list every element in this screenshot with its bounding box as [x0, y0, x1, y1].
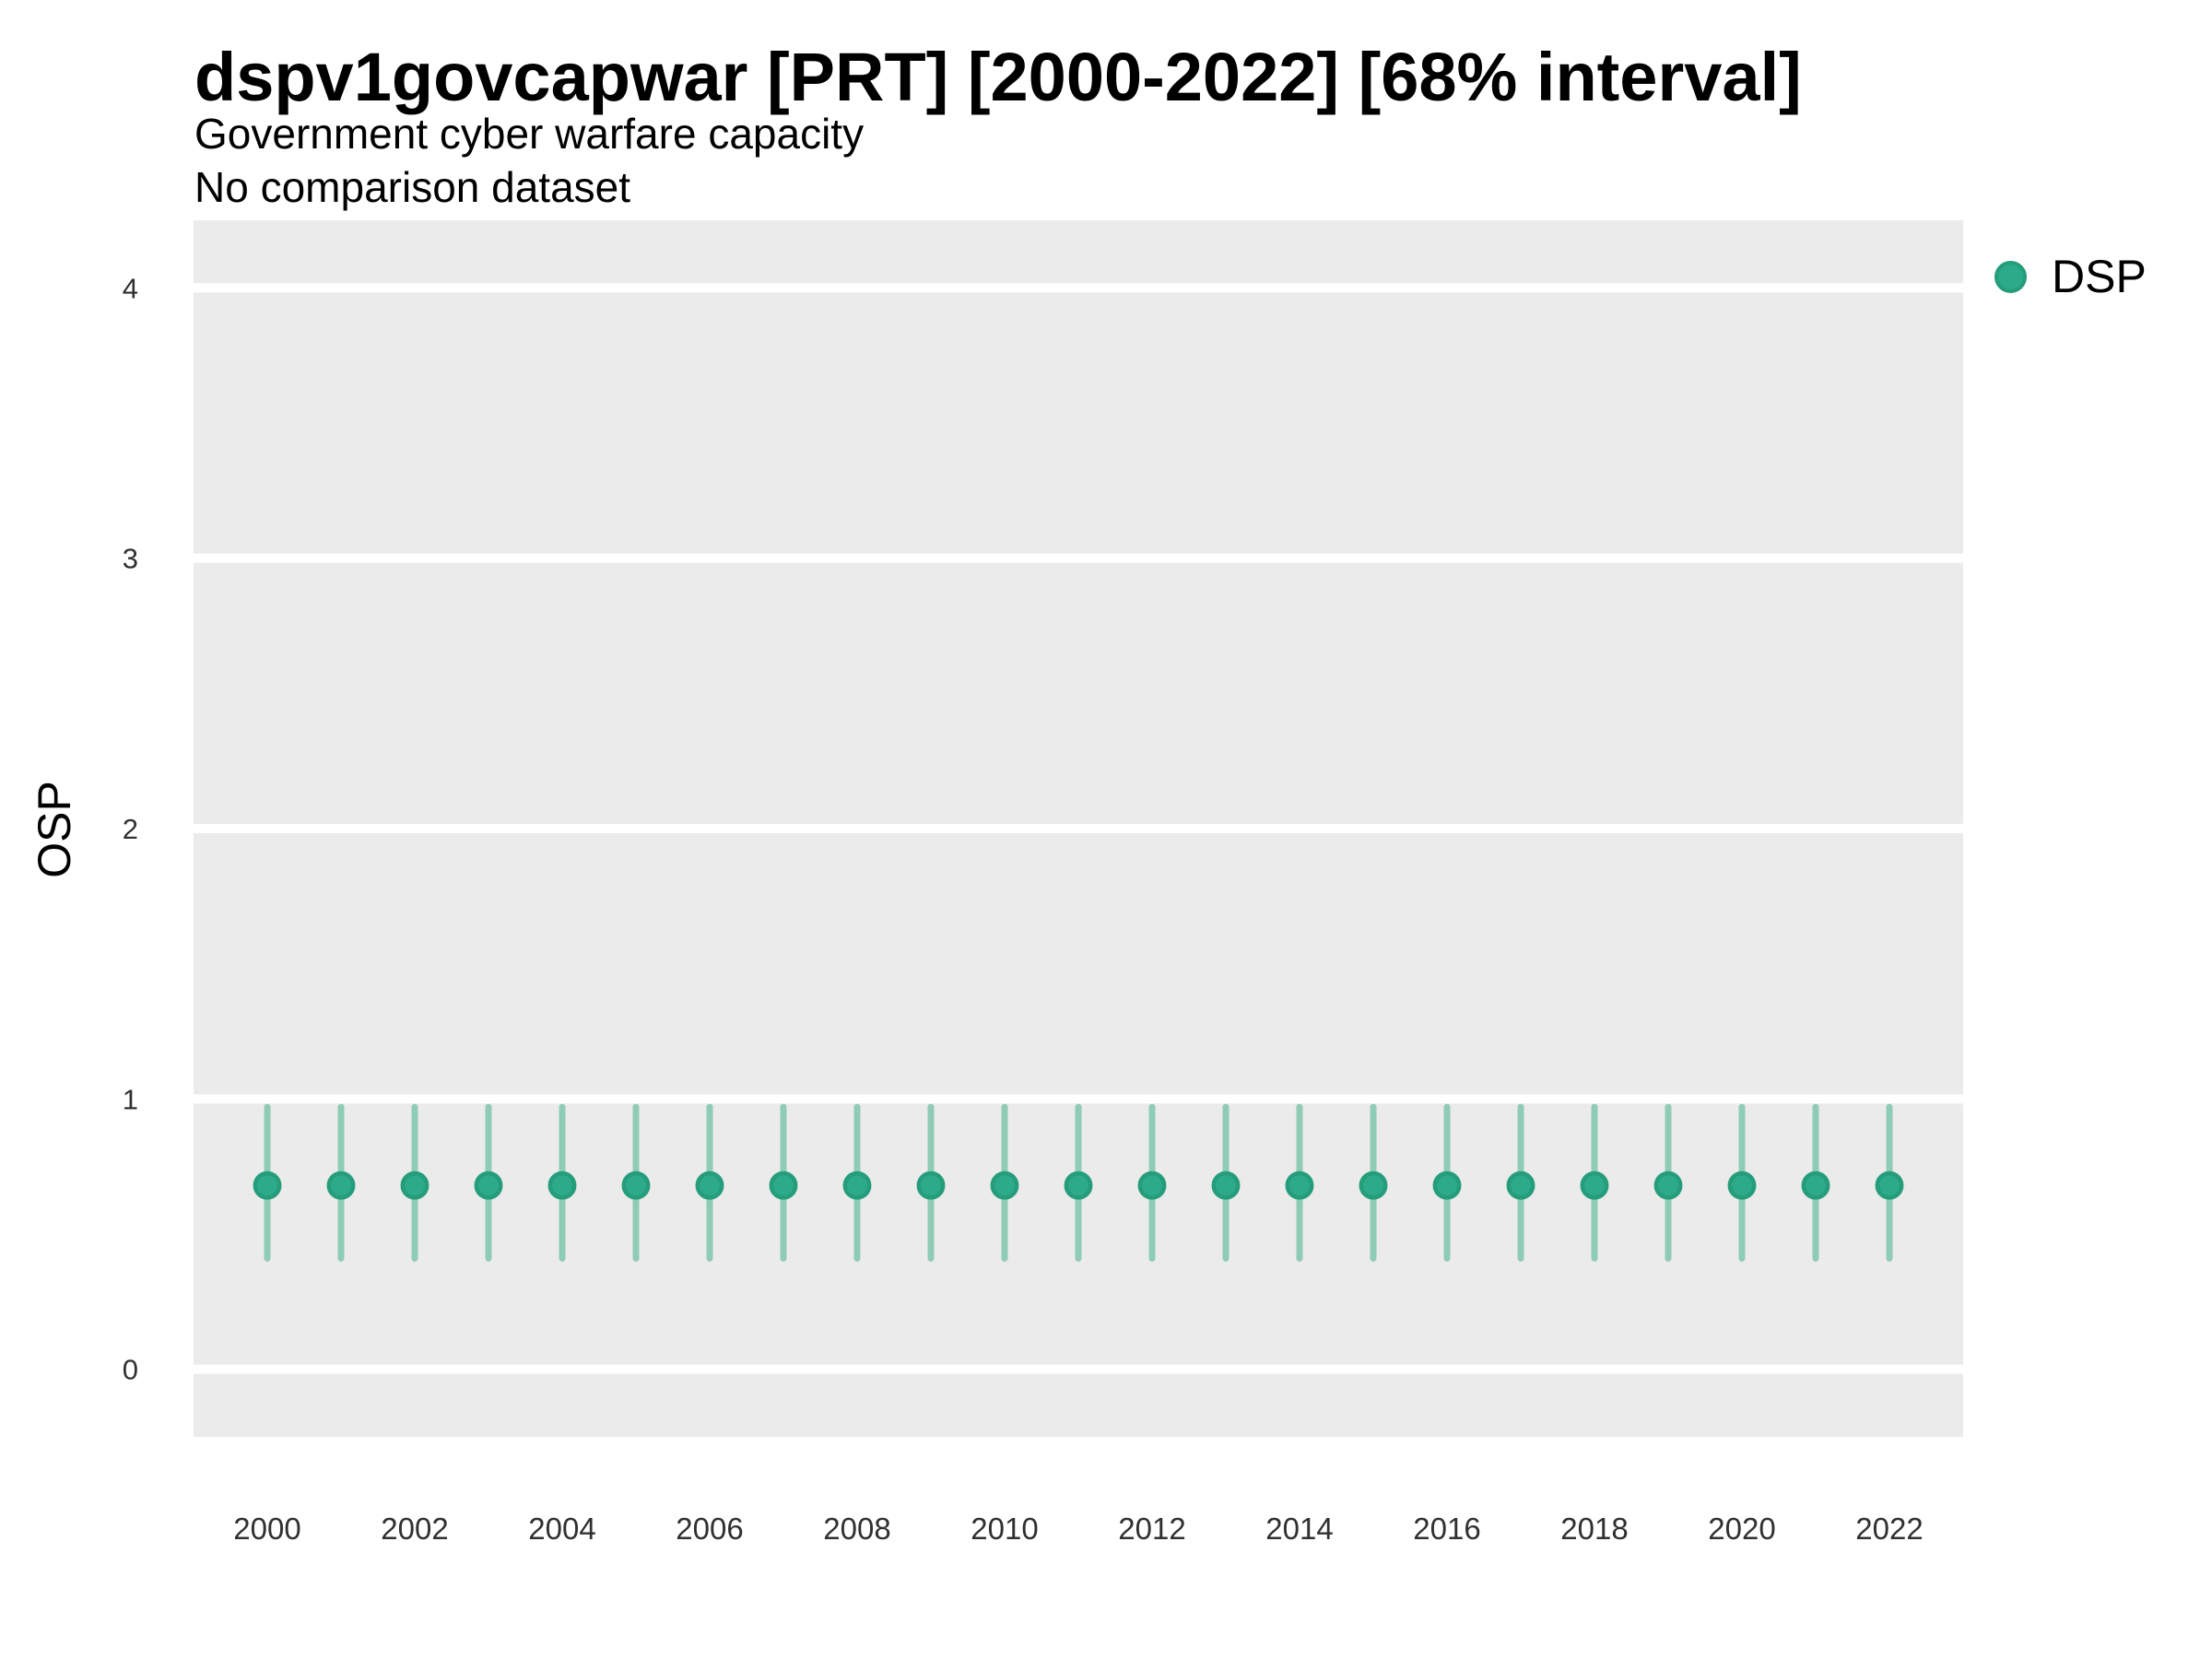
legend: DSP: [1994, 253, 2147, 300]
plot-subtitle: Government cyber warfare capacity: [194, 110, 865, 158]
x-tick-label-2022: 2022: [1855, 1512, 1923, 1546]
x-tick-label-2020: 2020: [1708, 1512, 1775, 1546]
data-point-2018: [1580, 1171, 1609, 1200]
x-tick-label-2010: 2010: [971, 1512, 1038, 1546]
data-point-2016: [1432, 1171, 1462, 1200]
y-tick-label-3: 3: [123, 543, 138, 575]
data-point-2009: [916, 1171, 946, 1200]
data-point-2000: [253, 1171, 282, 1200]
plot-note: No comparison dataset: [194, 163, 631, 211]
y-axis-title: OSP: [29, 781, 80, 878]
data-point-2005: [621, 1171, 651, 1200]
y-tick-label-4: 4: [123, 272, 138, 304]
y-tick-label-2: 2: [123, 813, 138, 845]
data-point-2014: [1285, 1171, 1314, 1200]
data-point-2008: [842, 1171, 872, 1200]
data-point-2004: [547, 1171, 577, 1200]
data-point-2021: [1801, 1171, 1830, 1200]
page-title: dspv1govcapwar [PRT] [2000-2022] [68% in…: [194, 39, 1802, 115]
data-point-2019: [1653, 1171, 1683, 1200]
legend-circle-icon: [1994, 260, 2027, 293]
y-tick-label-1: 1: [123, 1083, 138, 1115]
data-point-2015: [1359, 1171, 1388, 1200]
data-point-2010: [990, 1171, 1019, 1200]
data-point-2003: [474, 1171, 503, 1200]
legend-label: DSP: [2052, 251, 2147, 302]
data-point-2022: [1875, 1171, 1904, 1200]
data-point-2020: [1727, 1171, 1757, 1200]
data-point-2012: [1137, 1171, 1167, 1200]
data-point-2002: [400, 1171, 429, 1200]
data-point-2017: [1506, 1171, 1535, 1200]
x-tick-label-2002: 2002: [381, 1512, 448, 1546]
x-tick-label-2008: 2008: [823, 1512, 890, 1546]
x-tick-label-2018: 2018: [1560, 1512, 1628, 1546]
x-tick-label-2016: 2016: [1413, 1512, 1480, 1546]
x-tick-label-2006: 2006: [676, 1512, 743, 1546]
data-point-2007: [769, 1171, 798, 1200]
data-point-2011: [1064, 1171, 1093, 1200]
data-point-2006: [695, 1171, 724, 1200]
data-point-2001: [326, 1171, 356, 1200]
y-tick-label-0: 0: [123, 1354, 138, 1386]
x-tick-label-2014: 2014: [1265, 1512, 1333, 1546]
x-tick-label-2000: 2000: [233, 1512, 300, 1546]
x-tick-label-2012: 2012: [1118, 1512, 1185, 1546]
data-point-2013: [1211, 1171, 1241, 1200]
x-tick-label-2004: 2004: [528, 1512, 595, 1546]
